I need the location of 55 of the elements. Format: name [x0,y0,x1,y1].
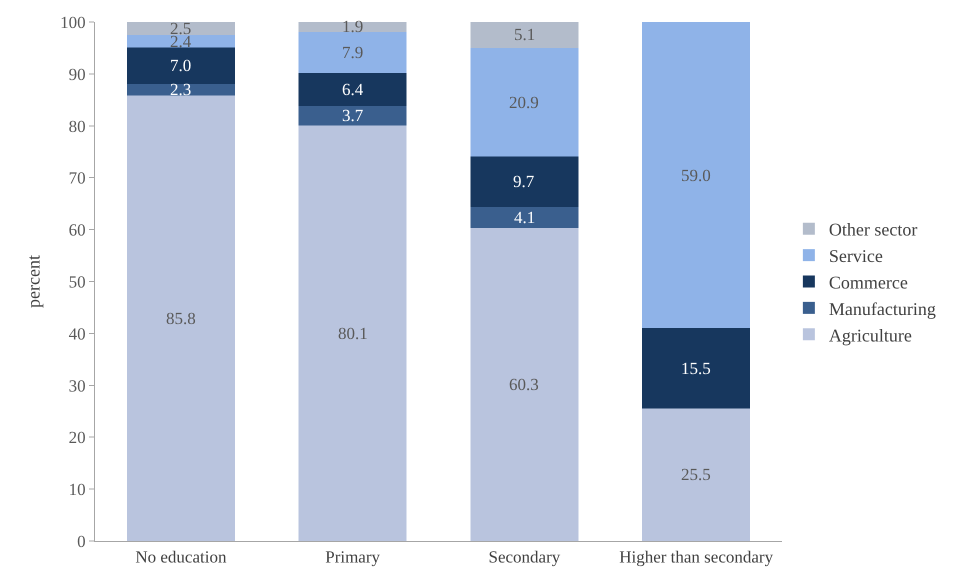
data-label: 20.9 [509,93,539,112]
bar [642,328,750,409]
data-label: 59.0 [681,166,711,185]
data-label: 4.1 [514,208,536,227]
bar [126,47,235,84]
x-tick-label: Higher than secondary [619,547,774,566]
bar [298,72,407,106]
data-label: 6.4 [342,80,364,99]
data-label: 5.1 [514,25,536,44]
data-label: 60.3 [509,375,539,394]
x-tick-label: Primary [325,547,381,566]
bar [126,34,235,48]
data-label: 15.5 [681,359,711,378]
y-tick-label: 20 [68,428,86,448]
y-tick-label: 50 [68,272,86,292]
y-tick-label: 70 [68,168,86,188]
y-tick-label: 90 [68,64,86,84]
data-label: 3.7 [342,106,364,125]
y-tick-label: 40 [68,324,86,344]
y-tick-label: 0 [77,532,86,551]
bar [298,32,407,73]
x-tick-label: Secondary [488,547,561,566]
bar [470,48,578,156]
x-tick-label: No education [135,547,227,566]
legend-label: Manufacturing [828,298,936,319]
data-label: 85.8 [166,309,196,328]
data-label: 7.9 [342,43,364,62]
bar [642,22,750,328]
bar [470,156,578,207]
data-label: 7.0 [170,56,192,75]
data-label: 25.5 [681,465,711,484]
y-tick-label: 10 [68,480,86,500]
y-tick-label: 60 [68,220,86,240]
y-axis-title: percent [23,255,44,308]
bar [126,96,235,541]
legend-label: Other sector [828,220,918,240]
bar [470,22,578,48]
data-label: 1.9 [342,17,364,36]
bar [298,106,407,126]
bar [126,84,235,96]
legend-label: Commerce [828,272,908,293]
y-tick-label: 30 [68,376,86,396]
data-label: 2.3 [170,80,192,99]
data-label: 9.7 [513,172,535,191]
bar [470,206,578,228]
bar [470,228,578,541]
bar [126,22,235,35]
bar [298,22,407,32]
legend-label: Agriculture [828,325,912,346]
y-tick-label: 80 [68,116,86,136]
bar [642,408,750,541]
legend-label: Service [828,246,883,266]
data-label: 80.1 [338,324,368,343]
bar [298,125,407,541]
y-tick-label: 100 [60,12,86,32]
